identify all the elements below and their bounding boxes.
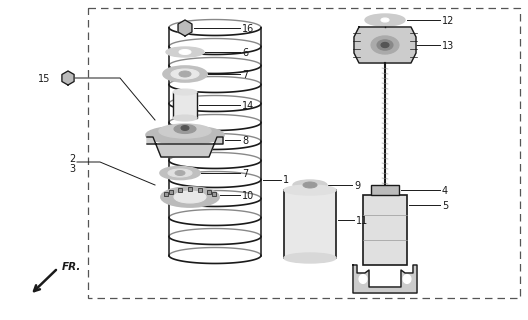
Ellipse shape [173, 89, 197, 95]
Bar [371, 185, 399, 195]
Bar [169, 189, 173, 194]
Polygon shape [62, 71, 74, 85]
Ellipse shape [284, 185, 336, 195]
Ellipse shape [377, 40, 393, 50]
Bar [284, 190, 336, 258]
Bar [164, 192, 167, 196]
Bar [188, 187, 192, 191]
Ellipse shape [381, 18, 389, 22]
Ellipse shape [159, 124, 211, 138]
Ellipse shape [175, 171, 185, 175]
Bar [173, 92, 197, 118]
Text: 14: 14 [242, 101, 254, 111]
Bar [207, 189, 211, 194]
Text: 16: 16 [242, 24, 254, 34]
Ellipse shape [171, 69, 199, 79]
Text: 7: 7 [242, 70, 248, 80]
Ellipse shape [359, 275, 367, 284]
Ellipse shape [365, 14, 405, 26]
Ellipse shape [166, 47, 204, 57]
Text: 3: 3 [69, 164, 75, 174]
Ellipse shape [179, 50, 191, 54]
Polygon shape [353, 265, 417, 293]
Bar [88, 8, 520, 298]
Ellipse shape [179, 71, 191, 77]
Text: 1: 1 [283, 175, 289, 185]
Ellipse shape [161, 187, 219, 207]
Ellipse shape [403, 275, 411, 284]
Ellipse shape [371, 36, 399, 54]
Bar [363, 195, 407, 265]
Text: 9: 9 [354, 181, 360, 191]
Polygon shape [354, 27, 416, 63]
Text: 7: 7 [242, 169, 248, 179]
Text: 4: 4 [442, 186, 448, 196]
Polygon shape [147, 137, 223, 157]
Text: 10: 10 [242, 191, 254, 201]
Ellipse shape [293, 180, 327, 190]
Ellipse shape [163, 66, 207, 82]
Text: 8: 8 [242, 136, 248, 146]
Ellipse shape [381, 43, 389, 48]
Bar [212, 192, 216, 196]
Ellipse shape [181, 125, 189, 131]
Bar [178, 188, 182, 192]
Ellipse shape [173, 115, 197, 121]
Text: 15: 15 [37, 74, 50, 84]
Text: 6: 6 [242, 48, 248, 58]
Ellipse shape [146, 126, 224, 144]
Text: 11: 11 [356, 216, 368, 226]
Text: 13: 13 [442, 41, 454, 51]
Ellipse shape [174, 124, 196, 133]
Text: 2: 2 [69, 154, 75, 164]
Ellipse shape [284, 253, 336, 263]
Ellipse shape [160, 166, 200, 180]
Ellipse shape [174, 191, 206, 203]
Ellipse shape [303, 182, 317, 188]
Ellipse shape [168, 169, 192, 177]
Text: 12: 12 [442, 16, 455, 26]
Polygon shape [178, 20, 192, 36]
Text: FR.: FR. [62, 262, 81, 272]
Bar [199, 188, 202, 192]
Text: 5: 5 [442, 201, 448, 211]
